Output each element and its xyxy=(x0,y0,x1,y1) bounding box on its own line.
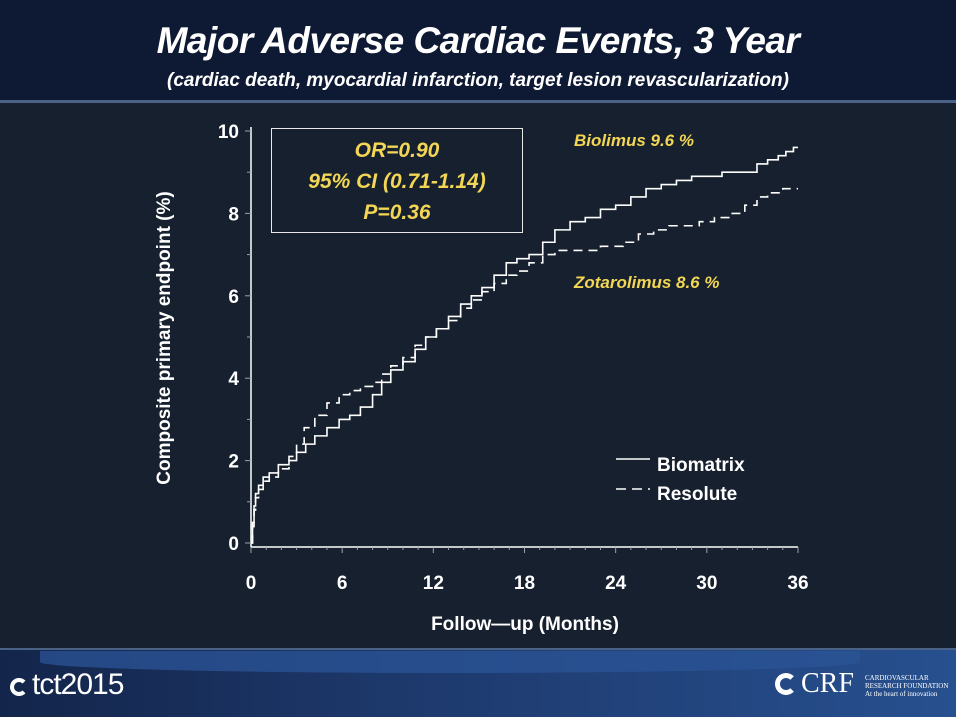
slide-title: Major Adverse Cardiac Events, 3 Year xyxy=(156,20,800,61)
odds-ratio-box: OR=0.90 95% CI (0.71-1.14) P=0.36 xyxy=(271,128,523,233)
series-resolute xyxy=(251,187,798,544)
crf-logo-text: CRF xyxy=(801,668,854,699)
zotarolimus-annotation: Zotarolimus 8.6 % xyxy=(574,273,720,292)
legend-label-resolute: Resolute xyxy=(657,484,737,505)
tct-logo: tct2015 xyxy=(10,668,124,702)
biolimus-annotation: Biolimus 9.6 % xyxy=(574,131,694,150)
header-divider xyxy=(0,100,956,103)
x-tick-label: 12 xyxy=(423,573,444,594)
x-tick-label: 30 xyxy=(696,573,717,594)
header-bar xyxy=(0,0,956,100)
legend: Biomatrix Resolute xyxy=(616,455,745,505)
x-axis-label: Follow—up (Months) xyxy=(431,614,619,635)
tct-logo-text: tct2015 xyxy=(32,668,124,701)
x-tick-label: 36 xyxy=(787,573,808,594)
p-value: P=0.36 xyxy=(363,201,431,224)
legend-label-biomatrix: Biomatrix xyxy=(657,455,745,476)
y-tick-label: 0 xyxy=(228,534,239,555)
y-axis-label: Composite primary endpoint (%) xyxy=(154,191,175,484)
y-tick-label: 10 xyxy=(218,122,239,143)
y-tick-label: 2 xyxy=(228,452,239,473)
x-tick-label: 18 xyxy=(514,573,535,594)
y-tick-label: 8 xyxy=(228,204,239,225)
crf-tagline: CARDIOVASCULAR RESEARCH FOUNDATION At th… xyxy=(865,674,948,698)
crf-tagline-line: RESEARCH FOUNDATION xyxy=(865,682,949,690)
series-biomatrix xyxy=(251,146,798,544)
tct-swirl-icon xyxy=(10,678,28,696)
y-tick-label: 4 xyxy=(228,369,239,390)
x-tick-label: 0 xyxy=(246,573,257,594)
footer-divider xyxy=(0,648,956,651)
crf-swirl-icon xyxy=(775,673,797,695)
confidence-interval: 95% CI (0.71-1.14) xyxy=(308,170,486,193)
crf-tagline-line: CARDIOVASCULAR xyxy=(865,674,929,682)
curves xyxy=(251,146,798,544)
odds-ratio: OR=0.90 xyxy=(354,139,440,162)
footer-swoosh xyxy=(40,651,860,673)
crf-tagline-line: At the heart of innovation xyxy=(865,690,938,698)
slide-subtitle: (cardiac death, myocardial infarction, t… xyxy=(167,70,789,91)
x-tick-label: 24 xyxy=(605,573,627,594)
x-tick-label: 6 xyxy=(337,573,348,594)
y-tick-label: 6 xyxy=(228,287,239,308)
